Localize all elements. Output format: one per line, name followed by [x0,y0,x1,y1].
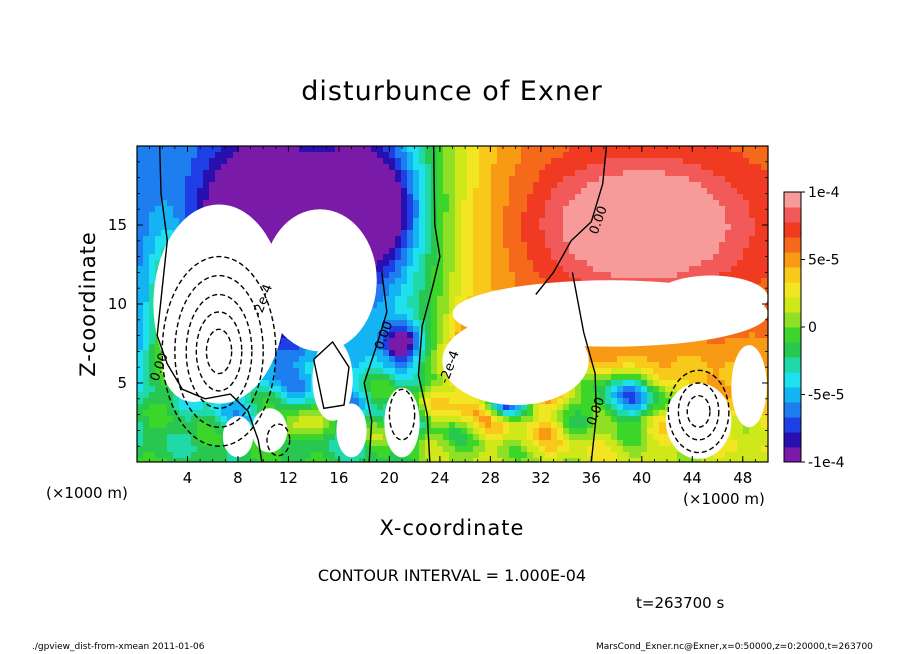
x-tick-label: 8 [233,469,243,487]
negative-contour [174,274,264,428]
x-tick-label: 28 [481,469,500,487]
y-tick-label: 15 [108,216,127,234]
y-axis: 5 10 15 [108,145,768,463]
colorbar-segment [784,237,801,253]
blank-region [731,345,767,428]
colorbar-segment [784,402,801,418]
colorbar-segment [784,432,801,448]
x-tick-label: 40 [632,469,651,487]
contour-interval: CONTOUR INTERVAL = 1.000E-04 [317,566,587,585]
x-axis-unit-right: (×1000 m) [683,490,765,508]
colorbar-segment [784,267,801,283]
x-tick-label: 44 [683,469,702,487]
colorbar-segment [784,327,801,343]
y-tick-label: 5 [117,374,127,392]
y-tick-label: 10 [108,295,127,313]
x-tick-label: 20 [380,469,399,487]
chart-title: disturbunce of Exner [301,76,603,107]
blank-region [336,403,367,458]
x-tick-label: 36 [582,469,601,487]
colorbar-segment [784,372,801,388]
zero-contour [313,340,350,410]
x-tick-label: 16 [329,469,348,487]
zero-contour [535,146,608,295]
colorbar-segment [784,192,801,208]
negative-contour [686,394,711,428]
zero-contour [571,272,598,462]
time-label: t=263700 s [636,594,725,612]
blank-region [442,316,589,406]
blank-region [665,383,732,459]
negative-contour [205,328,233,375]
colorbar-segment [784,297,801,313]
colorbar-segment [784,282,801,298]
x-tick-label: 12 [279,469,298,487]
colorbar-tick-label: -5e-5 [808,388,845,404]
negative-contour [388,388,416,441]
negative-contour [195,311,243,392]
zero-contour [363,272,388,462]
contour-lines [156,146,730,462]
colorbar-tick-label: 5e-5 [808,253,839,269]
colorbar: 1e-4 5e-5 0 -5e-5 -1e-4 [783,185,845,471]
x-tick-label: 4 [183,469,193,487]
zero-contour [417,146,441,462]
y-axis-label: Z-coordinate [76,231,100,377]
x-tick-label: 32 [531,469,550,487]
colorbar-segment [784,417,801,433]
negative-contour [677,382,720,441]
x-tick-label: 48 [733,469,752,487]
footer-left: ./gpview_dist-from-xmean 2011-01-06 [32,642,205,652]
footer-right: MarsCond_Exner.nc@Exner,x=0:50000,z=0:20… [596,642,873,652]
negative-contour [667,369,730,454]
colorbar-segment [784,357,801,373]
colorbar-segment [784,222,801,238]
colorbar-tick-label: -1e-4 [808,455,845,471]
negative-contour [266,423,291,457]
x-axis-unit-left: (×1000 m) [46,484,128,502]
blank-region [654,275,768,320]
negative-contour [161,255,277,447]
colorbar-segment [784,207,801,223]
colorbar-segment [784,342,801,358]
x-axis-label: X-coordinate [379,516,525,540]
blank-region [263,209,377,352]
colorbar-segment [784,312,801,328]
x-tick-label: 24 [430,469,449,487]
blank-region [222,416,254,458]
zero-contour [156,146,263,462]
colorbar-segment [784,252,801,268]
colorbar-segment [784,447,801,463]
x-axis: 4 8 12 16 20 24 28 32 36 40 44 48 [136,146,769,487]
colorbar-segment [784,387,801,403]
colorbar-tick-label: 1e-4 [808,185,840,201]
colorbar-tick-label: 0 [808,320,817,336]
negative-contour [185,293,253,409]
blank-region [384,387,420,458]
